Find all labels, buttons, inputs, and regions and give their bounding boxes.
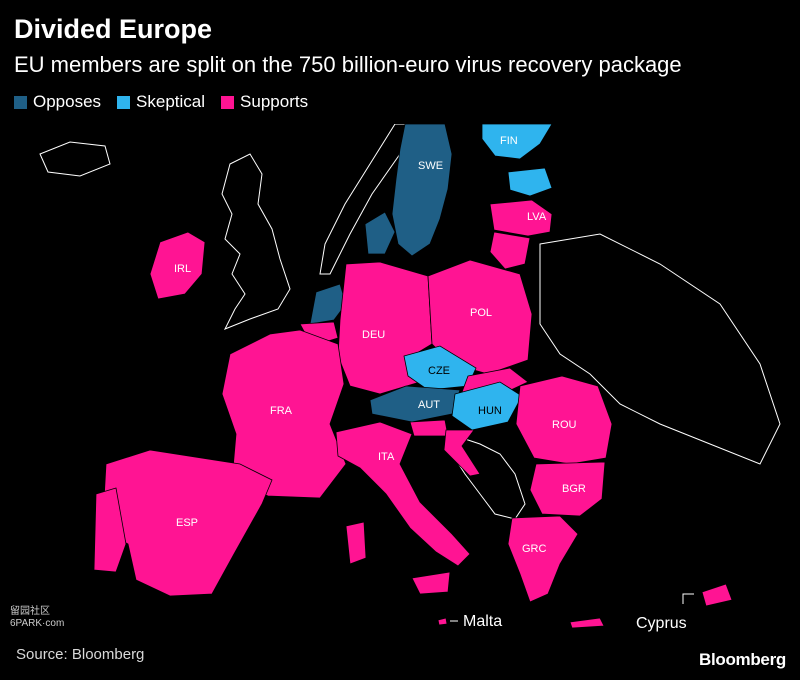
country-shape-sardinia — [345, 521, 367, 565]
country-shape-lva — [489, 199, 553, 237]
legend-label-skeptical: Skeptical — [136, 92, 206, 111]
country-shape-fra — [221, 329, 347, 499]
country-shape-ltu — [489, 231, 531, 270]
eu-countries — [93, 124, 733, 629]
label-bgr: BGR — [562, 483, 586, 495]
country-shape-est — [507, 167, 553, 197]
norway-shape — [319, 124, 421, 275]
country-shape-prt — [93, 487, 127, 573]
country-shape-svn — [409, 419, 449, 437]
legend-swatch-skeptical — [117, 95, 131, 109]
bloomberg-logo: Bloomberg — [698, 650, 786, 669]
non-eu-land — [39, 124, 781, 520]
legend-swatch-opposes — [14, 95, 27, 109]
label-fin: FIN — [500, 135, 518, 147]
country-shape-mlt — [437, 617, 448, 626]
country-shape-irl — [149, 231, 206, 300]
country-shape-hrv — [443, 429, 481, 477]
country-labels: SWE FIN LVA IRL POL DEU CZE AUT HUN ROU … — [174, 135, 586, 555]
country-shape-dnk — [364, 211, 396, 255]
country-shape-rou — [515, 375, 613, 465]
source-note: Source: Bloomberg — [16, 646, 145, 663]
label-ita: ITA — [378, 451, 395, 463]
country-shape-nld — [309, 283, 347, 325]
country-shape-bgr — [529, 461, 606, 517]
iceland-shape — [39, 141, 111, 177]
label-pol: POL — [470, 307, 492, 319]
great-britain-shape — [221, 153, 291, 330]
label-deu: DEU — [362, 329, 385, 341]
country-shape-ita — [335, 421, 471, 567]
label-rou: ROU — [552, 419, 577, 431]
legend-item-supports: Supports — [221, 92, 308, 112]
country-shape-crete — [569, 617, 605, 629]
label-hun: HUN — [478, 405, 502, 417]
legend-label-opposes: Opposes — [33, 92, 102, 111]
watermark-line1: 留园社区 — [10, 606, 50, 617]
legend-item-skeptical: Skeptical — [117, 92, 205, 112]
label-fra: FRA — [270, 405, 293, 417]
legend: Opposes Skeptical Supports — [14, 92, 308, 112]
watermark-line2: 6PARK·com — [10, 618, 65, 629]
label-esp: ESP — [176, 517, 198, 529]
watermark: 留园社区 6PARK·com — [10, 606, 64, 630]
eastern-europe-outline — [539, 233, 781, 465]
label-lva: LVA — [527, 211, 547, 223]
label-cze: CZE — [428, 365, 450, 377]
country-shape-grc — [507, 515, 579, 603]
country-shape-hun — [451, 381, 523, 431]
callout-cyprus: Cyprus — [636, 615, 687, 632]
label-swe: SWE — [418, 160, 443, 172]
chart-title: Divided Europe — [14, 14, 213, 44]
label-grc: GRC — [522, 543, 547, 555]
europe-map: SWE FIN LVA IRL POL DEU CZE AUT HUN ROU … — [39, 124, 781, 632]
country-shape-fin — [481, 124, 553, 160]
callout-malta: Malta — [463, 613, 502, 630]
label-aut: AUT — [418, 399, 440, 411]
country-shape-swe — [391, 124, 453, 257]
country-shape-sicily — [411, 571, 451, 595]
chart-subtitle: EU members are split on the 750 billion-… — [14, 52, 682, 77]
cyprus-leader-line — [682, 593, 694, 604]
country-shape-cyp — [701, 583, 733, 607]
legend-swatch-supports — [221, 95, 235, 109]
legend-item-opposes: Opposes — [14, 92, 101, 112]
callouts: Malta Cyprus — [450, 593, 694, 632]
label-irl: IRL — [174, 263, 191, 275]
legend-label-supports: Supports — [240, 92, 309, 111]
